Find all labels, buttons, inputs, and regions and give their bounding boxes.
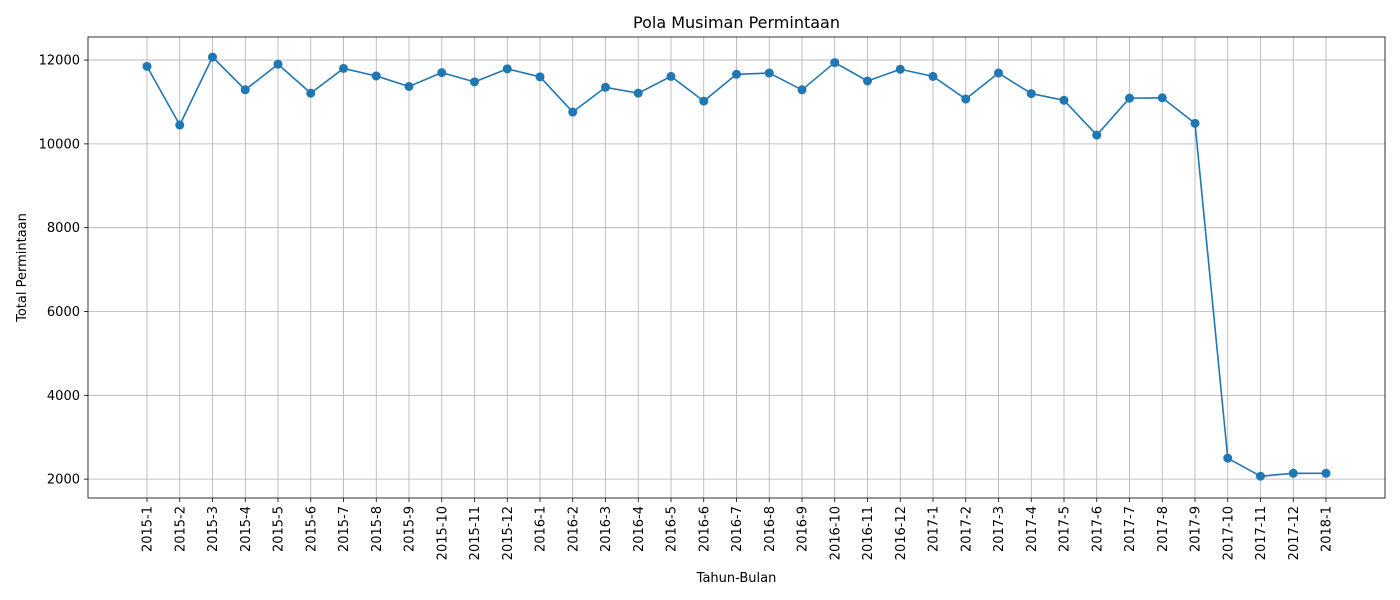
- x-tick-label: 2017-10: [1221, 506, 1236, 560]
- data-point: [175, 120, 185, 130]
- axis-ticks: 2015-1 2015-2 2015-3 2015-4 2015-5 2015-6 2015…: [39, 54, 1335, 561]
- data-point: [633, 88, 643, 98]
- x-tick-label: 2017-9: [1189, 506, 1204, 552]
- x-tick-label: 2016-11: [861, 506, 876, 560]
- x-tick-label: 2015-5: [272, 506, 287, 552]
- data-point: [830, 58, 840, 68]
- x-tick-label: 2016-12: [894, 506, 909, 560]
- data-point: [568, 107, 578, 117]
- data-point: [273, 59, 283, 69]
- y-tick-label: 8000: [47, 221, 80, 236]
- data-point: [1092, 130, 1102, 140]
- x-tick-label: 2015-4: [239, 506, 254, 552]
- data-point: [1321, 468, 1331, 478]
- x-tick-label: 2015-11: [468, 506, 483, 560]
- data-point: [502, 64, 512, 74]
- data-point: [1026, 89, 1036, 99]
- x-tick-label: 2016-2: [566, 506, 581, 552]
- data-point: [306, 88, 316, 98]
- x-tick-label: 2017-7: [1123, 506, 1138, 552]
- y-tick-label: 10000: [39, 137, 80, 152]
- x-tick-label: 2015-7: [337, 506, 352, 552]
- data-point: [240, 85, 250, 95]
- data-point: [961, 94, 971, 104]
- data-point: [339, 63, 348, 73]
- data-point: [1223, 453, 1233, 463]
- data-point: [895, 64, 905, 74]
- x-tick-label: 2016-3: [599, 506, 614, 552]
- data-point: [404, 81, 414, 91]
- data-point: [601, 82, 610, 92]
- data-point: [764, 68, 774, 78]
- y-tick-label: 12000: [39, 54, 80, 69]
- x-tick-label: 2017-2: [959, 506, 974, 552]
- x-tick-label: 2016-8: [763, 506, 778, 552]
- data-point: [863, 76, 872, 86]
- data-point: [470, 77, 479, 87]
- data-point: [1157, 93, 1167, 103]
- data-point: [1125, 93, 1134, 103]
- x-tick-label: 2017-1: [927, 506, 942, 552]
- x-axis-label: Tahun-Bulan: [696, 571, 777, 586]
- data-point: [1059, 95, 1069, 105]
- x-tick-label: 2016-1: [534, 506, 549, 552]
- data-point: [142, 61, 152, 71]
- data-point: [535, 72, 545, 82]
- x-tick-label: 2015-3: [206, 506, 221, 552]
- x-tick-label: 2015-2: [173, 506, 188, 552]
- x-tick-label: 2018-1: [1320, 506, 1335, 552]
- data-point: [666, 71, 676, 81]
- x-tick-label: 2015-8: [370, 506, 385, 552]
- x-tick-label: 2017-4: [1025, 506, 1040, 552]
- x-tick-label: 2017-5: [1058, 506, 1073, 552]
- y-axis-label: Total Permintaan: [15, 213, 30, 323]
- x-tick-label: 2017-11: [1254, 506, 1269, 560]
- grid-lines: [88, 37, 1385, 498]
- x-tick-label: 2017-3: [992, 506, 1007, 552]
- data-point: [797, 85, 807, 95]
- data-point: [732, 69, 741, 79]
- x-tick-label: 2016-10: [828, 506, 843, 560]
- y-tick-label: 6000: [47, 305, 80, 320]
- chart-title: Pola Musiman Permintaan: [633, 13, 840, 32]
- data-point: [1256, 471, 1265, 481]
- x-tick-label: 2015-12: [501, 506, 516, 560]
- x-tick-label: 2017-6: [1090, 506, 1105, 552]
- y-tick-label: 4000: [47, 389, 80, 404]
- data-point: [994, 68, 1003, 78]
- data-point: [208, 52, 217, 62]
- data-point: [437, 68, 447, 78]
- x-tick-label: 2017-12: [1287, 506, 1302, 560]
- x-tick-label: 2016-6: [697, 506, 712, 552]
- data-point: [1288, 468, 1298, 478]
- x-tick-label: 2016-5: [665, 506, 680, 552]
- x-tick-label: 2016-7: [730, 506, 745, 552]
- data-point: [928, 71, 938, 81]
- x-tick-label: 2015-1: [141, 506, 156, 552]
- data-point: [699, 96, 709, 106]
- x-tick-label: 2017-8: [1156, 506, 1171, 552]
- x-tick-label: 2015-6: [304, 506, 319, 552]
- x-tick-label: 2016-4: [632, 506, 647, 552]
- x-tick-label: 2015-10: [435, 506, 450, 560]
- data-point: [371, 71, 381, 81]
- y-tick-label: 2000: [47, 473, 80, 488]
- series-layer: [142, 52, 1331, 481]
- x-tick-label: 2016-9: [796, 506, 811, 552]
- x-tick-label: 2015-9: [403, 506, 418, 552]
- data-point: [1190, 118, 1200, 128]
